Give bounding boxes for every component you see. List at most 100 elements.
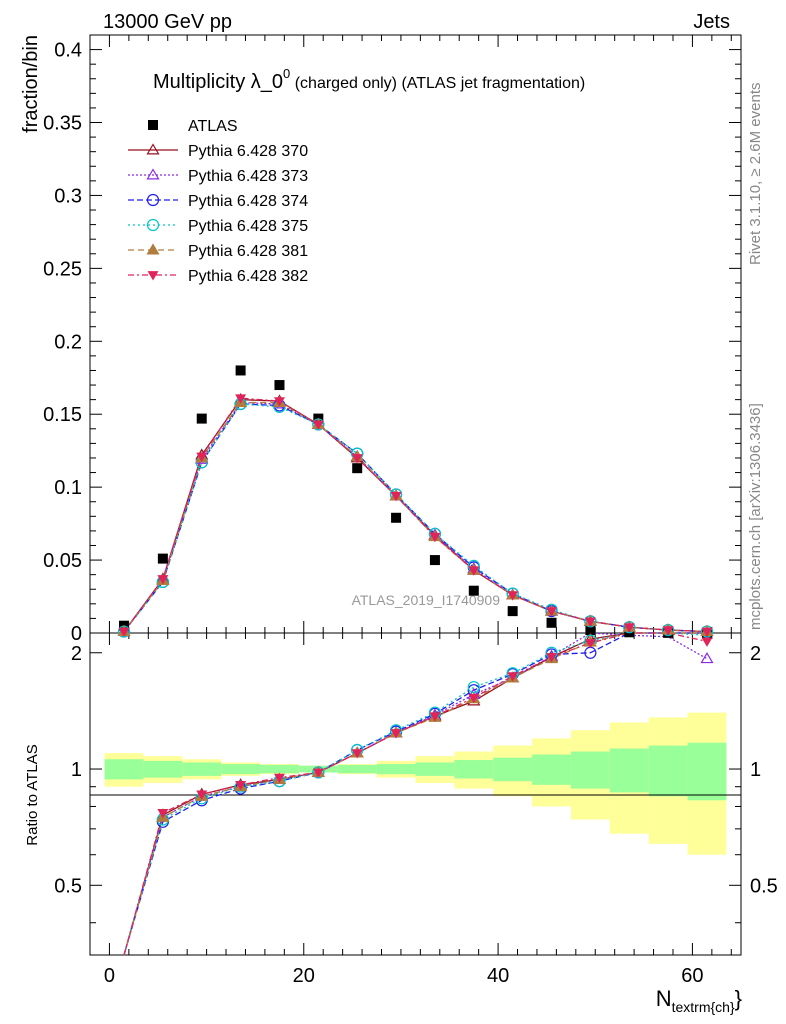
stat-uncertainty-band xyxy=(415,762,455,776)
y-tick-label: 0.35 xyxy=(43,113,82,135)
stat-uncertainty-band xyxy=(532,754,571,785)
stat-uncertainty-band xyxy=(337,764,377,774)
ratio-series-line xyxy=(123,632,708,956)
mc-point xyxy=(312,420,324,430)
mc-point xyxy=(351,454,363,464)
ratio-plot-frame xyxy=(89,632,742,956)
chart-title-sup: 0 xyxy=(283,66,290,81)
ratio-point xyxy=(157,809,169,819)
header-energy: 13000 GeV pp xyxy=(103,11,232,33)
stat-uncertainty-band xyxy=(570,751,610,789)
chart-title: Multiplicity λ_00 (charged only) (ATLAS … xyxy=(153,66,585,93)
series-markers xyxy=(117,365,714,828)
legend-marker xyxy=(146,168,160,180)
ratio-y-tick-label: 0.5 xyxy=(54,875,82,897)
ratio-point xyxy=(584,639,596,649)
data-point xyxy=(157,553,168,564)
x-tick-label: 0 xyxy=(104,965,115,987)
ratio-point xyxy=(468,693,480,704)
mc-point xyxy=(157,575,169,585)
x-axis-label-main: N xyxy=(656,986,672,1011)
ratio-point xyxy=(546,653,558,663)
data-point xyxy=(352,463,363,474)
legend-marker xyxy=(147,271,159,281)
ratio-series-line xyxy=(123,632,708,956)
ratio-point xyxy=(700,652,714,664)
ratio-point xyxy=(273,773,285,784)
y-tick-label: 0.1 xyxy=(54,477,82,499)
ratio-point xyxy=(701,637,713,647)
ratio-series-line xyxy=(123,632,707,956)
ratio-point xyxy=(312,768,324,778)
data-point xyxy=(274,380,285,391)
data-point xyxy=(235,365,246,376)
legend-marker xyxy=(146,243,160,255)
ratio-point xyxy=(196,790,208,800)
y-tick-label: 0.3 xyxy=(54,185,82,207)
ratio-y-tick-label-right: 1 xyxy=(750,759,761,781)
stat-uncertainty-band xyxy=(648,745,688,797)
mc-point xyxy=(507,591,519,601)
ratio-point xyxy=(429,712,441,722)
y-tick-label: 0 xyxy=(71,623,82,645)
legend: ATLAS Pythia 6.428 370 Pythia 6.428 373 Pyt… xyxy=(128,118,308,285)
mc-point xyxy=(429,532,441,543)
x-axis-label-sub: textrm{ch} xyxy=(672,999,735,1015)
ratio-y-axis-label: Ratio to ATLAS xyxy=(24,744,41,845)
stat-uncertainty-band xyxy=(260,764,299,774)
y-tick-label: 0.2 xyxy=(54,331,82,353)
ratio-point xyxy=(235,780,247,791)
y-tick-label: 0.4 xyxy=(54,40,82,62)
legend-label: ATLAS xyxy=(188,118,238,135)
series-curves xyxy=(123,397,708,956)
ratio-point xyxy=(351,749,363,759)
x-tick-label: 60 xyxy=(681,965,703,987)
data-point xyxy=(468,585,479,596)
ratio-y-tick-label: 1 xyxy=(71,759,82,781)
ratio-point xyxy=(390,729,402,739)
x-tick-label: 20 xyxy=(293,965,315,987)
mc-point xyxy=(118,627,130,638)
ratio-y-tick-label-right: 0.5 xyxy=(750,875,778,897)
stat-uncertainty-band xyxy=(143,760,183,778)
mc-point xyxy=(662,626,674,636)
y-axis-label: fraction/bin xyxy=(20,35,42,133)
legend-label: Pythia 6.428 381 xyxy=(188,243,308,260)
stat-uncertainty-band xyxy=(687,742,727,801)
legend-label: Pythia 6.428 375 xyxy=(188,218,308,235)
mc-point xyxy=(390,492,402,502)
data-point xyxy=(585,625,596,636)
mc-point xyxy=(235,394,247,404)
y-tick-label: 0.05 xyxy=(43,550,82,572)
mc-point xyxy=(584,617,596,627)
mc-point xyxy=(546,607,558,617)
stat-uncertainty-band xyxy=(104,759,144,780)
mc-point xyxy=(273,397,285,407)
y-tick-label: 0.25 xyxy=(43,258,82,280)
legend-marker xyxy=(146,193,160,207)
data-point xyxy=(429,555,440,566)
mc-point xyxy=(196,452,208,463)
data-point xyxy=(507,606,518,617)
series-line xyxy=(123,397,708,633)
stat-uncertainty-band xyxy=(182,762,222,776)
legend-label: Pythia 6.428 370 xyxy=(188,143,308,160)
legend-marker xyxy=(146,143,160,155)
legend-label: Pythia 6.428 374 xyxy=(188,193,308,210)
stat-uncertainty-band xyxy=(376,764,416,775)
mcplots-label: mcplots.cern.ch [arXiv:1306.3436] xyxy=(747,403,764,630)
ratio-y-tick-label: 2 xyxy=(71,643,82,665)
analysis-watermark: ATLAS_2019_I1740909 xyxy=(352,592,501,608)
mc-point xyxy=(623,623,635,633)
legend-label: Pythia 6.428 373 xyxy=(188,168,308,185)
header-process: Jets xyxy=(693,11,730,33)
mc-point xyxy=(468,566,480,576)
mc-point xyxy=(701,627,713,638)
stat-uncertainty-band xyxy=(609,748,649,793)
ratio-series-line xyxy=(123,632,707,956)
data-point xyxy=(546,617,557,628)
y-tick-label: 0.15 xyxy=(43,404,82,426)
